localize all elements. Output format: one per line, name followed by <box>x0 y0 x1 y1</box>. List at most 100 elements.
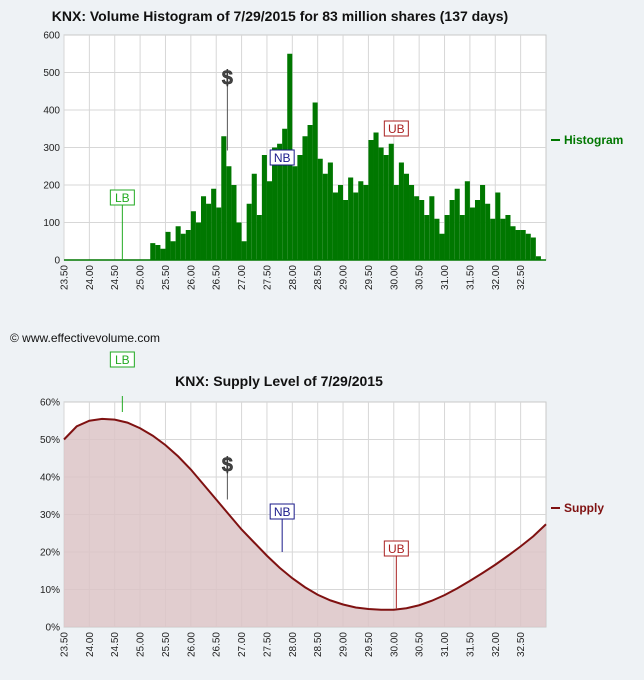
histogram-bar <box>429 196 435 260</box>
x-tick-label: 25.50 <box>161 632 172 657</box>
x-tick-label: 32.00 <box>491 265 502 290</box>
y-tick-label: 300 <box>43 143 60 154</box>
x-tick-label: 24.50 <box>110 632 121 657</box>
ub-marker-label: UB <box>388 542 405 556</box>
x-tick-label: 31.00 <box>440 632 451 657</box>
histogram-bar <box>403 173 410 260</box>
histogram-bar <box>226 166 232 260</box>
supply-title: KNX: Supply Level of 7/29/2015 <box>175 373 383 389</box>
histogram-bar <box>373 132 379 260</box>
histogram-bar <box>200 196 207 260</box>
histogram-y-ticks: 0 100 200 300 400 500 600 <box>43 31 60 267</box>
histogram-bar <box>317 158 323 260</box>
nb-marker-label: NB <box>274 151 291 165</box>
nb-marker: NB <box>269 149 295 166</box>
histogram-bar <box>322 173 328 260</box>
x-tick-label: 24.50 <box>110 265 121 290</box>
y-tick-label: 60% <box>40 398 60 409</box>
histogram-bar <box>170 241 176 260</box>
supply-area-fill <box>64 418 546 627</box>
histogram-bar <box>297 155 303 260</box>
histogram-bar <box>256 215 262 260</box>
histogram-bar <box>393 185 399 260</box>
histogram-bar <box>535 256 541 260</box>
histogram-bar <box>510 226 516 260</box>
y-tick-label: 30% <box>40 510 60 521</box>
histogram-bar <box>525 233 531 260</box>
x-tick-label: 27.00 <box>237 632 248 657</box>
x-tick-label: 31.00 <box>440 265 451 290</box>
histogram-bar <box>444 215 450 260</box>
y-tick-label: 40% <box>40 473 60 484</box>
nb-marker: NB <box>269 503 295 552</box>
histogram-bar <box>459 215 465 260</box>
histogram-bar <box>185 230 191 260</box>
histogram-bar <box>165 231 171 261</box>
histogram-bar <box>388 143 394 260</box>
histogram-bar <box>175 226 181 260</box>
y-tick-label: 0% <box>46 623 61 634</box>
x-tick-label: 29.50 <box>364 632 375 657</box>
y-tick-label: 400 <box>43 106 60 117</box>
y-tick-label: 200 <box>43 181 60 192</box>
x-tick-label: 29.00 <box>339 265 350 290</box>
supply-legend: Supply <box>551 501 604 515</box>
x-tick-label: 27.50 <box>262 265 273 290</box>
histogram-bar <box>409 185 415 260</box>
histogram-bar <box>383 155 389 260</box>
x-tick-label: 32.00 <box>491 632 502 657</box>
x-tick-label: 24.00 <box>85 632 96 657</box>
nb-marker-label: NB <box>274 505 291 519</box>
y-tick-label: 600 <box>43 31 60 42</box>
histogram-bar <box>414 196 420 260</box>
x-tick-label: 28.00 <box>288 632 299 657</box>
supply-area <box>63 417 547 627</box>
histogram-bar <box>272 147 278 260</box>
histogram-bar <box>277 143 283 260</box>
x-tick-label: 24.00 <box>85 265 96 290</box>
histogram-bar <box>180 233 186 260</box>
histogram-title: KNX: Volume Histogram of 7/29/2015 for 8… <box>52 8 508 24</box>
histogram-bar <box>449 200 455 260</box>
histogram-bar <box>282 128 288 260</box>
histogram-bar <box>251 173 257 260</box>
histogram-bar <box>495 192 501 260</box>
histogram-bar <box>337 185 344 260</box>
x-tick-label: 30.00 <box>389 632 400 657</box>
histogram-x-ticks: 23.50 24.00 24.50 25.00 25.50 26.00 26.50 27.00… <box>60 265 528 290</box>
histogram-bar <box>160 248 166 260</box>
histogram-bar <box>378 147 384 260</box>
histogram-bar <box>343 200 349 260</box>
histogram-bar <box>520 230 526 260</box>
histogram-bar <box>302 136 308 260</box>
supply-line <box>63 417 547 611</box>
histogram-bar <box>348 177 354 260</box>
x-tick-label: 28.50 <box>313 265 324 290</box>
dollar-marker-label: $ <box>222 68 233 90</box>
x-tick-label: 23.50 <box>60 265 71 290</box>
lb-marker-label: LB <box>115 353 130 367</box>
x-tick-label: 30.50 <box>415 265 426 290</box>
histogram-bar <box>211 188 217 260</box>
histogram-bar <box>216 207 222 260</box>
histogram-bar <box>490 218 496 260</box>
histogram-bar <box>474 200 481 260</box>
histogram-bar <box>206 203 212 260</box>
y-tick-label: 10% <box>40 585 60 596</box>
histogram-bar <box>190 211 196 260</box>
supply-x-ticks: 23.50 24.00 24.50 25.00 25.50 26.00 26.50 27.00… <box>60 632 528 657</box>
x-tick-label: 25.00 <box>136 632 147 657</box>
histogram-bar <box>332 192 338 260</box>
x-tick-label: 27.00 <box>237 265 248 290</box>
ub-marker: UB <box>383 540 409 609</box>
dollar-marker: $ <box>222 67 233 151</box>
dollar-marker-label: $ <box>222 455 233 477</box>
x-tick-label: 23.50 <box>60 632 71 657</box>
histogram-bar <box>292 166 298 260</box>
histogram-bar <box>353 192 359 260</box>
histogram-bar <box>419 200 425 260</box>
histogram-bar <box>231 185 237 260</box>
x-tick-label: 31.50 <box>465 632 476 657</box>
histogram-bar <box>358 181 364 260</box>
histogram-bar <box>424 215 430 260</box>
